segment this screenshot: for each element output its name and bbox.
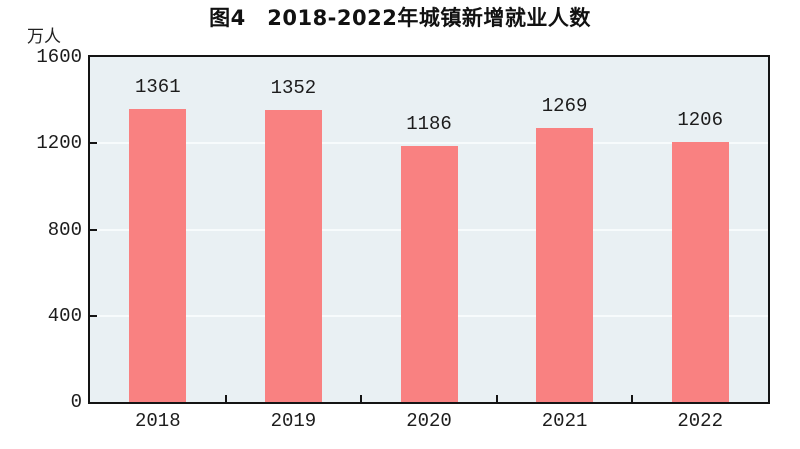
- bar-value-label-2020: 1186: [406, 113, 452, 136]
- y-axis-label-1600: 1600: [36, 46, 82, 68]
- bar-value-label-2021: 1269: [541, 95, 588, 118]
- bar-2022: [671, 141, 729, 402]
- y-axis-label-0: 0: [70, 391, 82, 413]
- y-axis-tick: [90, 314, 97, 317]
- x-axis-tick: [360, 395, 363, 402]
- bar-2019: [264, 110, 322, 402]
- x-axis-label-2021: 2021: [541, 410, 588, 432]
- y-axis-unit-label: 万人: [27, 27, 61, 46]
- x-axis-label-2022: 2022: [677, 410, 723, 432]
- y-axis-label-800: 800: [47, 218, 82, 241]
- bar-2020: [400, 146, 458, 402]
- x-axis-label-2020: 2020: [406, 410, 452, 432]
- x-axis-tick: [495, 395, 498, 402]
- y-axis-label-400: 400: [47, 304, 82, 327]
- y-axis-tick: [90, 228, 97, 231]
- plot-area: 1361 1352 1186 1269 1206: [88, 55, 770, 404]
- x-axis-tick: [224, 395, 227, 402]
- y-axis-tick: [90, 142, 97, 145]
- plot-inner: 1361 1352 1186 1269 1206: [90, 57, 768, 402]
- gridline-1200: [90, 142, 768, 145]
- bar-value-label-2022: 1206: [677, 108, 723, 131]
- y-axis-label-1200: 1200: [36, 132, 82, 155]
- x-axis-label-2018: 2018: [134, 410, 181, 432]
- chart-title: 图4 2018-2022年城镇新增就业人数: [209, 6, 591, 30]
- bar-2021: [536, 128, 594, 402]
- bar-value-label-2018: 1361: [134, 75, 181, 98]
- bar-value-label-2019: 1352: [270, 77, 317, 100]
- bar-2018: [129, 108, 187, 402]
- x-axis-label-2019: 2019: [270, 410, 317, 432]
- x-axis-tick: [631, 395, 634, 402]
